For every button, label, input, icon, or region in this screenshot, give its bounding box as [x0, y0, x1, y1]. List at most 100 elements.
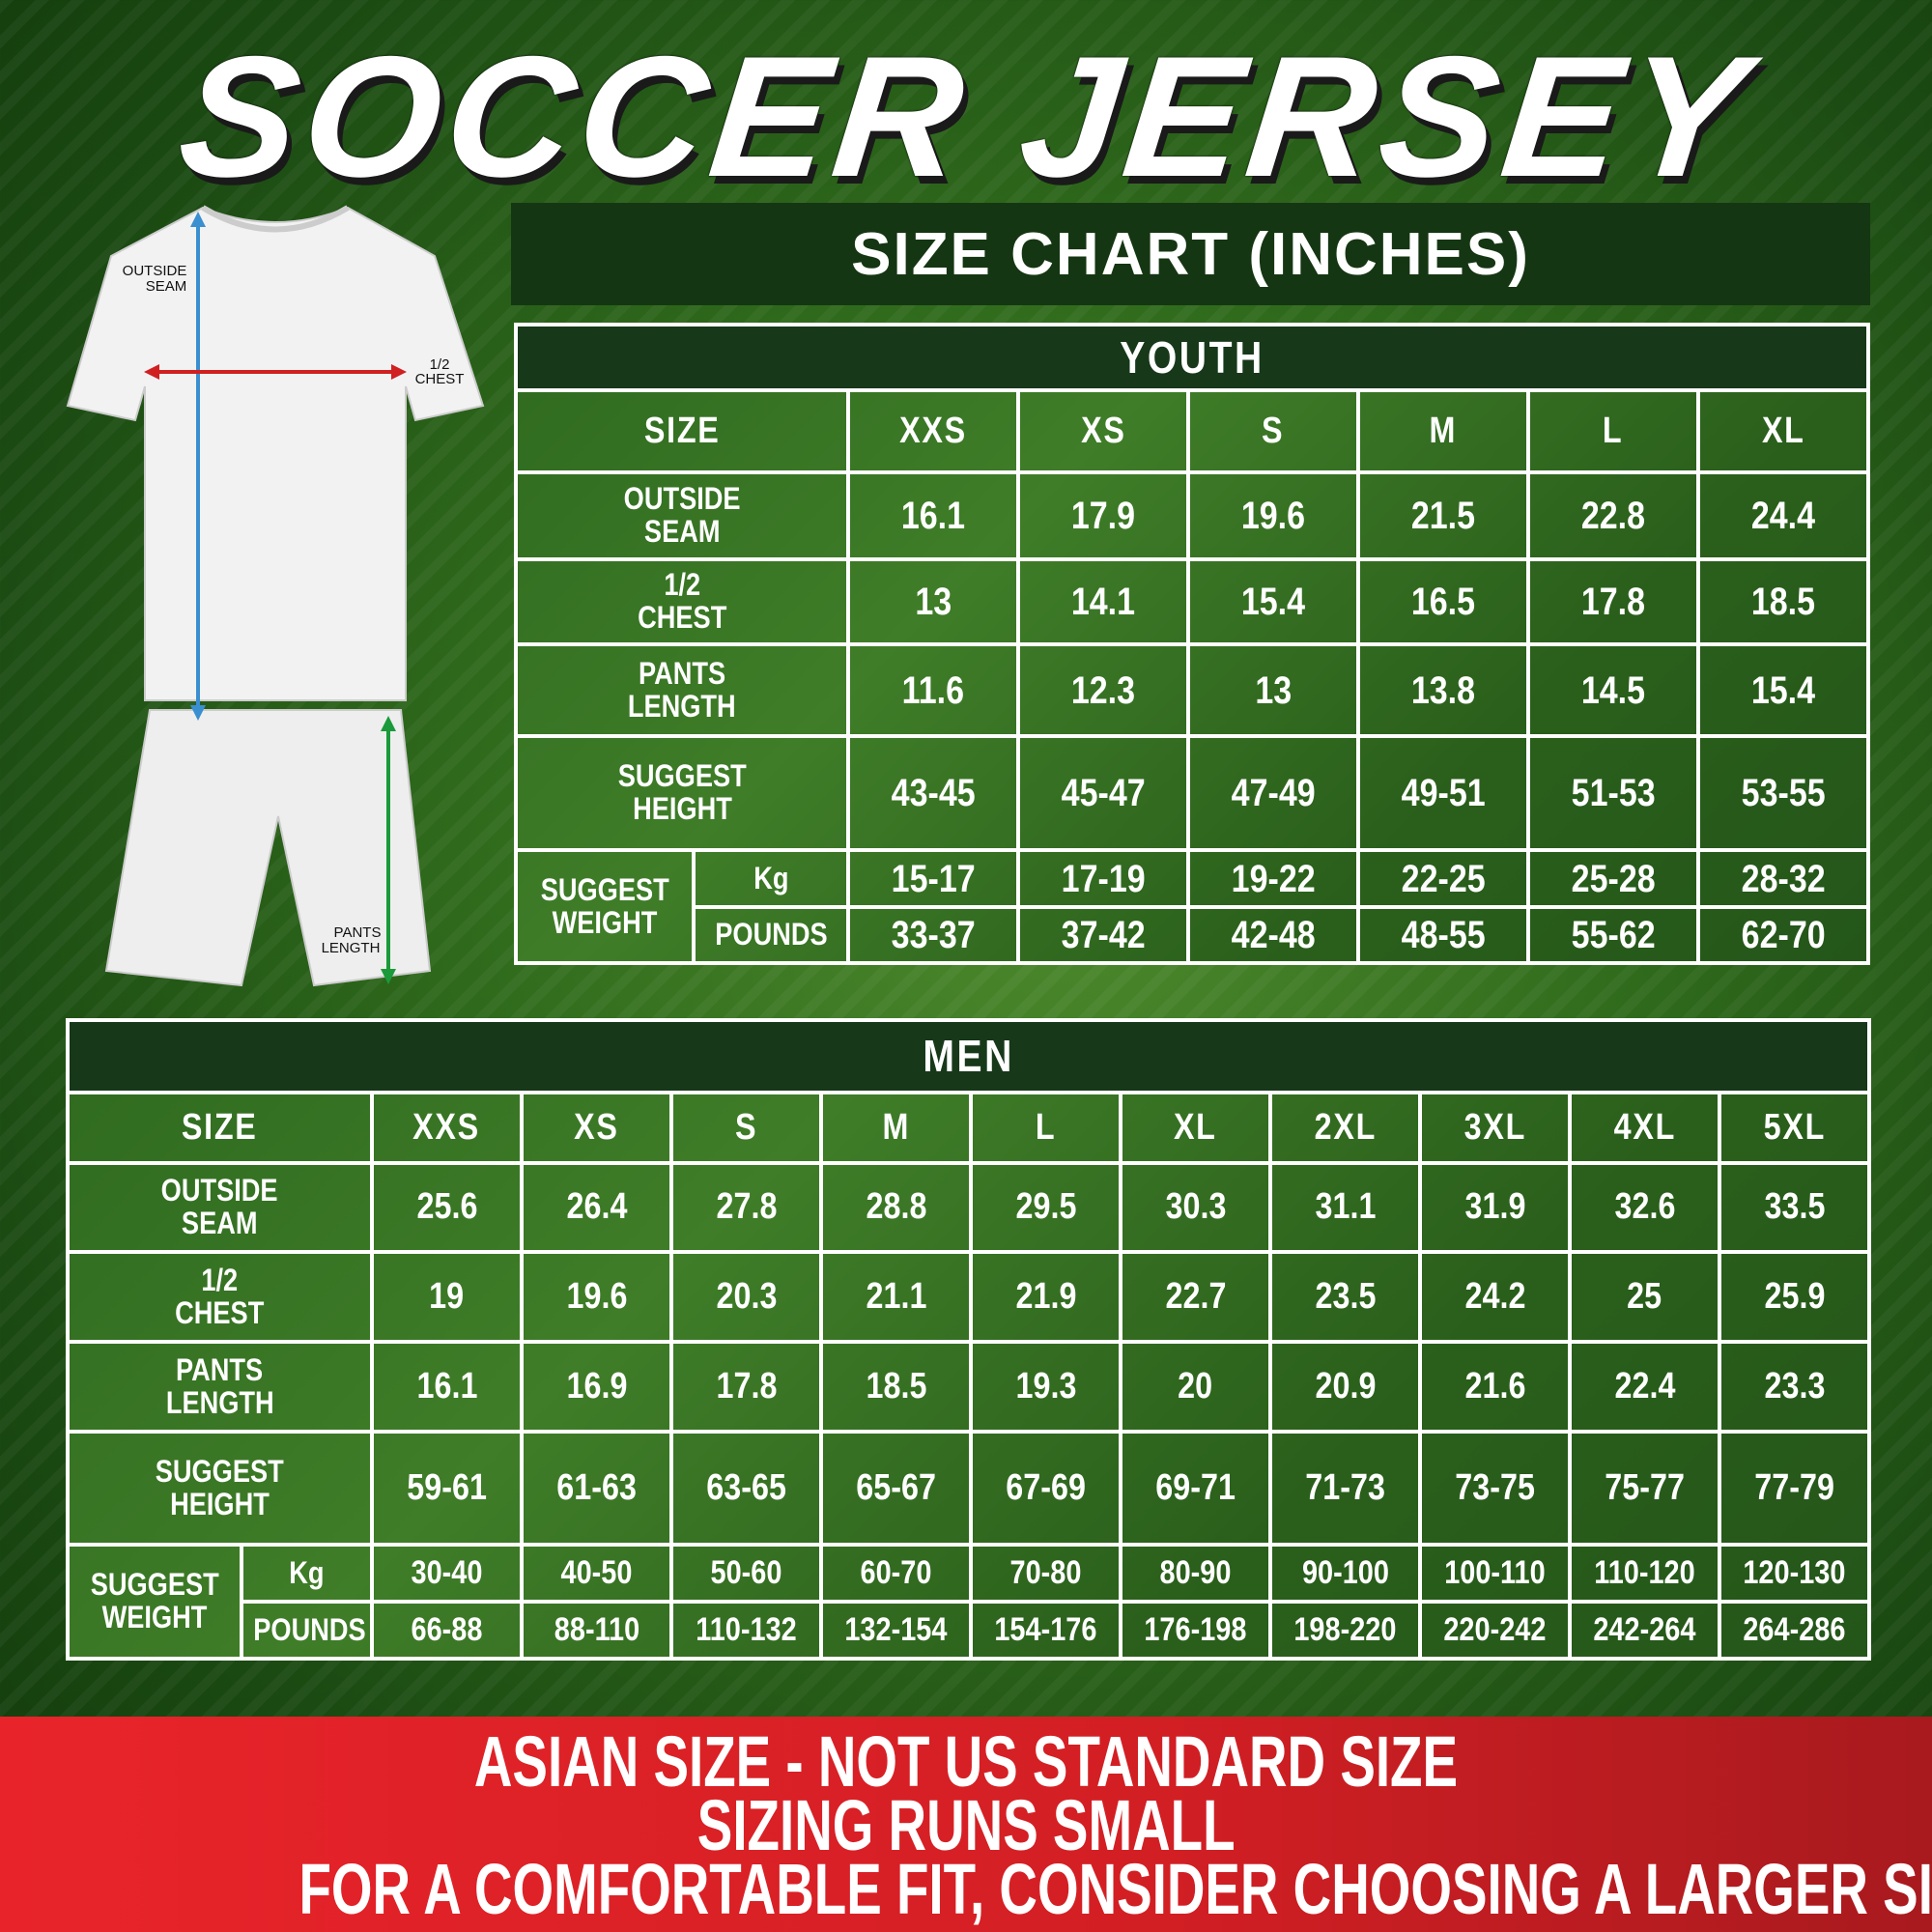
pounds-cell: 55-62	[1526, 905, 1700, 965]
kg-cell: 80-90	[1119, 1543, 1272, 1604]
cell-text: 25.6	[416, 1186, 477, 1228]
pounds-cell: 132-154	[819, 1600, 973, 1661]
table-cell: 17.9	[1016, 470, 1190, 561]
table-cell: 16.1	[846, 470, 1020, 561]
table-row: OUTSIDE SEAM 25.6 26.4 27.8 28.8 29.5 30.3 31.1 3…	[66, 1161, 1872, 1254]
cell-text: 1/2	[201, 1262, 239, 1297]
cell-text: 50-60	[710, 1553, 782, 1591]
cell-text: 22.8	[1580, 495, 1646, 537]
size-header-4xl: 4XL	[1568, 1091, 1721, 1165]
table-cell: 19.3	[969, 1340, 1122, 1434]
table-cell: 77-79	[1717, 1430, 1872, 1547]
kg-cell: 110-120	[1568, 1543, 1721, 1604]
cell-text: 120-130	[1743, 1553, 1846, 1591]
cell-text: 220-242	[1443, 1610, 1547, 1648]
kg-cell: 30-40	[370, 1543, 524, 1604]
cell-text: LENGTH	[628, 688, 736, 724]
kg-cell: 17-19	[1016, 848, 1190, 909]
cell-text: 67-69	[1006, 1466, 1086, 1508]
cell-text: L	[1603, 410, 1624, 451]
cell-text: HEIGHT	[170, 1486, 270, 1521]
table-cell: 21.9	[969, 1250, 1122, 1344]
cell-text: 59-61	[407, 1466, 487, 1508]
cell-text: 33.5	[1764, 1186, 1825, 1228]
cell-text: S	[1262, 410, 1285, 451]
svg-text:1/2: 1/2	[430, 356, 450, 373]
cell-text: M	[882, 1106, 910, 1148]
table-cell: 32.6	[1568, 1161, 1721, 1254]
pounds-label: POUNDS	[240, 1600, 374, 1661]
weight-kg-row: SUGGEST WEIGHT Kg 30-40 40-50 50-60 60-70 70-80…	[66, 1543, 1872, 1661]
table-cell: 13	[1186, 642, 1360, 738]
cell-text: 15.4	[1750, 668, 1816, 712]
cell-text: XL	[1761, 410, 1805, 451]
table-cell: 25.6	[370, 1161, 524, 1254]
table-cell: 25.9	[1717, 1250, 1872, 1344]
cell-text: 40-50	[560, 1553, 633, 1591]
size-header-xs: XS	[520, 1091, 673, 1165]
table-cell: 22.4	[1568, 1340, 1721, 1434]
table-row: SUGGEST HEIGHT 43-45 45-47 47-49 49-51 51-53 53…	[514, 734, 1870, 852]
svg-text:OUTSIDE: OUTSIDE	[123, 263, 187, 279]
cell-text: 154-176	[994, 1610, 1097, 1648]
cell-text: 61-63	[556, 1466, 637, 1508]
kg-cell: 15-17	[846, 848, 1020, 909]
table-cell: 14.5	[1526, 642, 1700, 738]
table-cell: 13	[846, 557, 1020, 646]
table-row: PANTS LENGTH 16.1 16.9 17.8 18.5 19.3 20 20.9 21.…	[66, 1340, 1872, 1434]
cell-text: 3XL	[1463, 1106, 1526, 1148]
size-header-3xl: 3XL	[1418, 1091, 1572, 1165]
kg-cell: 25-28	[1526, 848, 1700, 909]
table-cell: 59-61	[370, 1430, 524, 1547]
kg-cell: 120-130	[1717, 1543, 1872, 1604]
cell-text: 242-264	[1593, 1610, 1696, 1648]
page-title: SOCCER JERSEY	[0, 17, 1932, 215]
cell-text: 17.9	[1070, 495, 1136, 537]
table-cell: 23.5	[1268, 1250, 1422, 1344]
table-cell: 65-67	[819, 1430, 973, 1547]
cell-text: 42-48	[1231, 914, 1316, 956]
table-cell: 17.8	[669, 1340, 823, 1434]
cell-text: 25.9	[1764, 1275, 1825, 1317]
table-cell: 28.8	[819, 1161, 973, 1254]
table-cell: 43-45	[846, 734, 1020, 852]
cell-text: SEAM	[643, 514, 721, 549]
cell-text: 70-80	[1009, 1553, 1082, 1591]
table-cell: 73-75	[1418, 1430, 1572, 1547]
table-cell: 71-73	[1268, 1430, 1422, 1547]
row-label: PANTS LENGTH	[66, 1340, 374, 1434]
table-cell: 31.9	[1418, 1161, 1572, 1254]
table-cell: 20.3	[669, 1250, 823, 1344]
pounds-cell: 264-286	[1717, 1600, 1872, 1661]
row-label: SUGGEST HEIGHT	[66, 1430, 374, 1547]
cell-text: 30.3	[1165, 1186, 1226, 1228]
cell-text: 25	[1627, 1275, 1662, 1317]
pounds-cell: 66-88	[370, 1600, 524, 1661]
cell-text: OUTSIDE	[161, 1173, 278, 1208]
weight-kg-row: SUGGEST WEIGHT Kg 15-17 17-19 19-22 22-25 25-28…	[514, 848, 1870, 965]
row-label: OUTSIDE SEAM	[514, 470, 850, 561]
table-cell: 67-69	[969, 1430, 1122, 1547]
table-cell: 16.5	[1356, 557, 1530, 646]
row-label: SUGGEST HEIGHT	[514, 734, 850, 852]
cell-text: CHEST	[637, 600, 727, 635]
row-label: 1/2 CHEST	[66, 1250, 374, 1344]
size-header-xxs: XXS	[846, 388, 1020, 474]
cell-text: 25-28	[1571, 857, 1656, 900]
table-row: 1/2 CHEST 13 14.1 15.4 16.5 17.8 18.5	[514, 557, 1870, 646]
cell-text: SUGGEST	[540, 871, 669, 907]
cell-text: 15.4	[1240, 581, 1306, 623]
table-cell: 30.3	[1119, 1161, 1272, 1254]
banner-line: FOR A COMFORTABLE FIT, CONSIDER CHOOSING…	[298, 1849, 1932, 1929]
table-cell: 47-49	[1186, 734, 1360, 852]
table-cell: 16.1	[370, 1340, 524, 1434]
table-cell: 53-55	[1696, 734, 1870, 852]
pounds-cell: 88-110	[520, 1600, 673, 1661]
men-size-table: MEN SIZE XXS XS S M L XL 2XL 3XL 4XL 5XL OUTSIDE SEAM…	[65, 1018, 1872, 1661]
row-label: PANTS LENGTH	[514, 642, 850, 738]
cell-text: Kg	[753, 860, 789, 895]
cell-text: XL	[1174, 1106, 1217, 1148]
cell-text: 17.8	[1580, 581, 1646, 623]
pounds-cell: 110-132	[669, 1600, 823, 1661]
size-header-s: S	[1186, 388, 1360, 474]
